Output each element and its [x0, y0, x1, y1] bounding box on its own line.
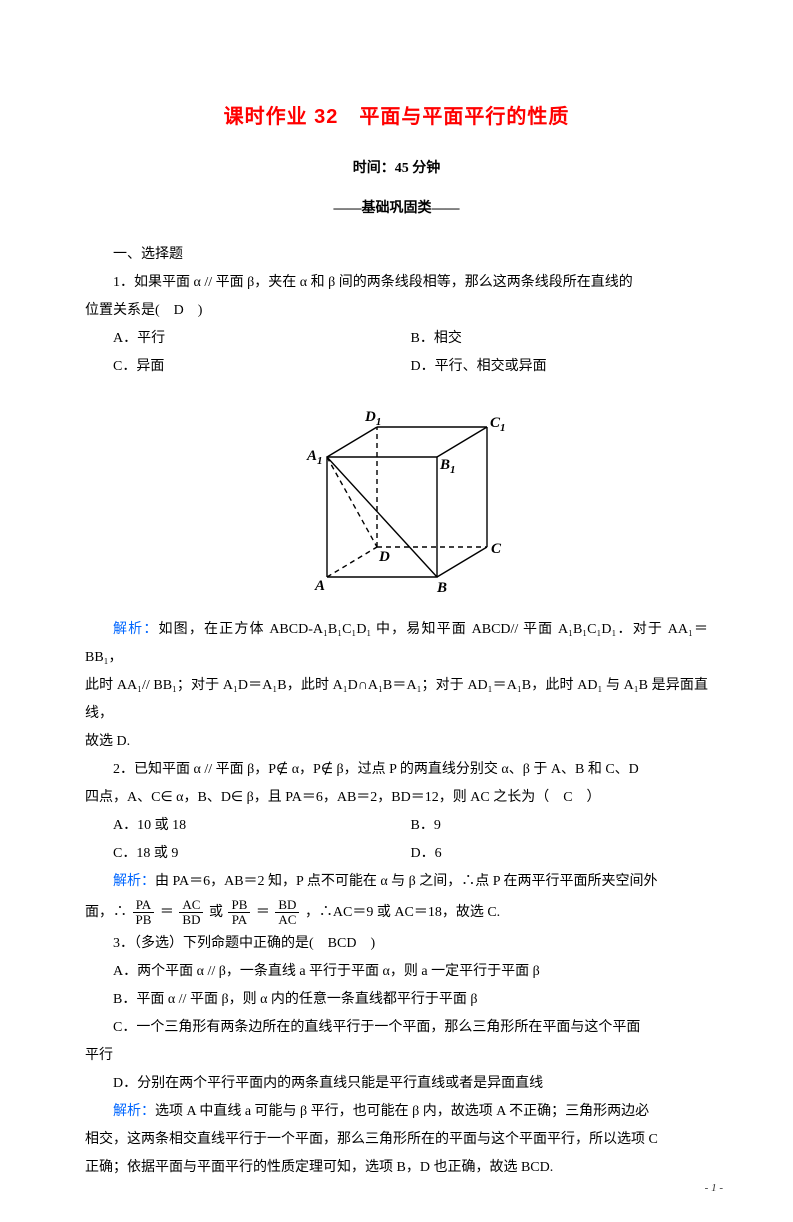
q3-stem: 3．（多选）下列命题中正确的是( BCD ) [85, 930, 708, 958]
q1-stem-2: 位置关系是( D ) [85, 297, 708, 325]
analysis-label: 解析： [113, 1104, 155, 1119]
q3-optD: D．分别在两个平行平面内的两条直线只能是平行直线或者是异面直线 [85, 1070, 708, 1098]
q2-options-row1: A．10 或 18 B．9 [85, 812, 708, 840]
q1-options-row2: C．异面 D．平行、相交或异面 [85, 353, 708, 381]
q1-optC: C．异面 [113, 353, 411, 381]
q2-optA: A．10 或 18 [113, 812, 411, 840]
q3-optC-2: 平行 [85, 1042, 708, 1070]
q3-analysis-1: 解析：选项 A 中直线 a 可能与 β 平行，也可能在 β 内，故选项 A 不正… [85, 1098, 708, 1126]
q3-optC-1: C．一个三角形有两条边所在的直线平行于一个平面，那么三角形所在平面与这个平面 [85, 1014, 708, 1042]
q2-optC: C．18 或 9 [113, 840, 411, 868]
page-title: 课时作业 32 平面与平面平行的性质 [85, 100, 708, 129]
label-B1: B1 [439, 457, 456, 476]
q1-optD: D．平行、相交或异面 [411, 353, 709, 381]
q1-analysis-1: 解析：如图，在正方体 ABCD-A₁B₁C₁D₁ 中，易知平面 ABCD// 平… [85, 616, 708, 672]
label-C1: C1 [490, 415, 506, 434]
q2-optD: D．6 [411, 840, 709, 868]
q2-analysis-eq: 面，∴ PAPB ＝ ACBD 或 PBPA ＝ BDAC ，∴AC＝9 或 A… [85, 896, 708, 930]
q1-options-row1: A．平行 B．相交 [85, 325, 708, 353]
page-number: - 1 - [705, 1182, 723, 1194]
q3-analysis-2: 相交，这两条相交直线平行于一个平面，那么三角形所在的平面与这个平面平行，所以选项… [85, 1126, 708, 1154]
label-D: D [378, 549, 390, 565]
q3-optB: B．平面 α // 平面 β，则 α 内的任意一条直线都平行于平面 β [85, 986, 708, 1014]
label-A1: A1 [306, 448, 323, 467]
q1-optB: B．相交 [411, 325, 709, 353]
time-label: 时间：45 分钟 [85, 157, 708, 177]
section1-heading: 一、选择题 [85, 241, 708, 269]
q2-stem-2: 四点，A、C∈ α，B、D∈ β，且 PA＝6，AB＝2，BD＝12，则 AC … [85, 784, 708, 812]
q2-stem-1: 2．已知平面 α // 平面 β，P∉ α，P∉ β，过点 P 的两直线分别交 … [85, 756, 708, 784]
q1-optA: A．平行 [113, 325, 411, 353]
q3-optA: A．两个平面 α // β，一条直线 a 平行于平面 α，则 a 一定平行于平面… [85, 958, 708, 986]
label-C: C [491, 541, 502, 557]
label-A: A [314, 578, 325, 594]
frac-2: ACBD [177, 898, 205, 928]
frac-1: PAPB [131, 898, 157, 928]
section-basic: ——基础巩固类—— [85, 197, 708, 217]
q2-analysis-1: 解析：由 PA＝6，AB＝2 知，P 点不可能在 α 与 β 之间，∴点 P 在… [85, 868, 708, 896]
label-B: B [436, 580, 447, 596]
frac-3: PBPA [226, 898, 252, 928]
frac-4: BDAC [273, 898, 301, 928]
analysis-label: 解析： [113, 622, 159, 637]
cube-figure: A B C D A1 B1 C1 D1 [85, 397, 708, 608]
q2-optB: B．9 [411, 812, 709, 840]
label-D1: D1 [364, 409, 381, 428]
q1-analysis-2: 此时 AA₁// BB₁；对于 A₁D＝A₁B，此时 A₁D∩A₁B＝A₁；对于… [85, 672, 708, 728]
q3-analysis-3: 正确；依据平面与平面平行的性质定理可知，选项 B，D 也正确，故选 BCD. [85, 1154, 708, 1182]
q1-stem-1: 1．如果平面 α // 平面 β，夹在 α 和 β 间的两条线段相等，那么这两条… [85, 269, 708, 297]
q2-options-row2: C．18 或 9 D．6 [85, 840, 708, 868]
q1-analysis-3: 故选 D. [85, 728, 708, 756]
analysis-label: 解析： [113, 874, 155, 889]
